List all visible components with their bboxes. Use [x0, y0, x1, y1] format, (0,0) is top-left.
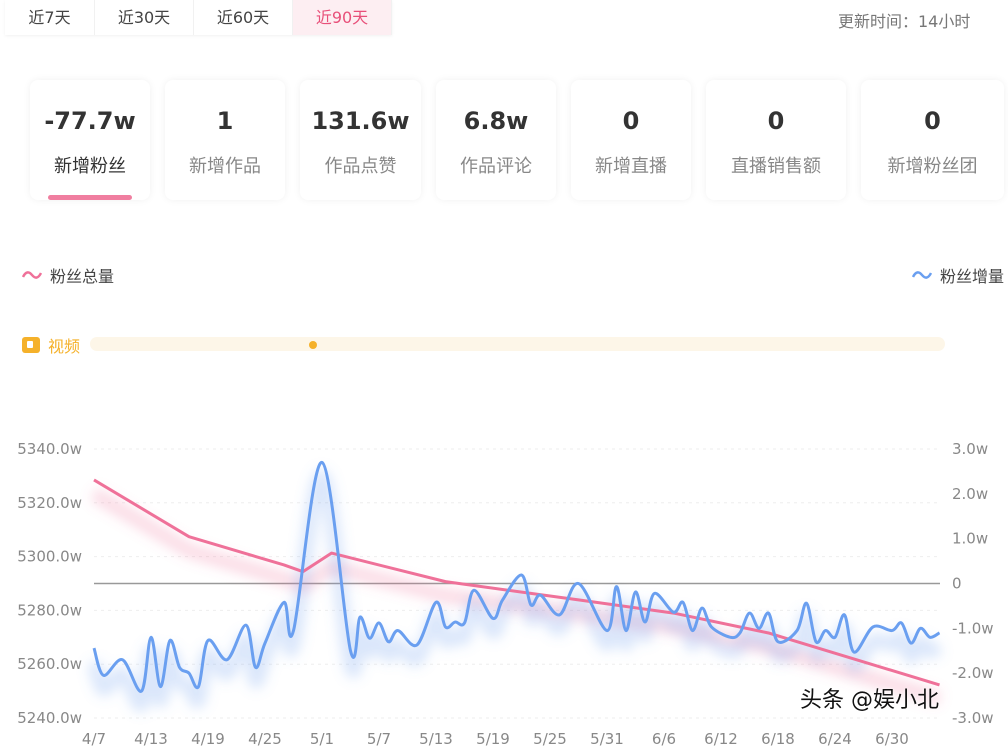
y-right-tick: 0	[952, 575, 962, 593]
card-value: 1	[216, 107, 234, 135]
active-underline	[48, 195, 132, 200]
watermark: 头条 @娱小北	[800, 688, 939, 713]
video-label: 视频	[48, 337, 81, 356]
date-range-tabs: 近7天 近30天 近60天 近90天	[5, 0, 392, 35]
x-tick: 6/30	[875, 730, 909, 748]
card-value: 0	[622, 107, 640, 135]
fans-total-line	[93, 478, 940, 687]
y-right-tick: 3.0w	[952, 440, 988, 458]
card-new-works[interactable]: 1 新增作品	[165, 80, 285, 200]
y-right-tick: 1.0w	[952, 530, 988, 548]
x-tick: 5/7	[367, 730, 391, 748]
card-label: 新增粉丝团	[887, 156, 978, 177]
video-icon	[22, 337, 40, 353]
card-value: -77.7w	[44, 107, 136, 135]
x-tick: 5/13	[419, 730, 453, 748]
video-timeline	[90, 337, 945, 351]
x-tick: 4/19	[191, 730, 225, 748]
y-right-tick: -2.0w	[952, 664, 994, 682]
card-label: 新增作品	[189, 156, 261, 177]
card-label: 作品点赞	[324, 156, 397, 177]
card-new-fans[interactable]: -77.7w 新增粉丝	[30, 80, 150, 200]
card-label: 直播销售额	[731, 156, 821, 177]
y-right-tick: -1.0w	[952, 619, 994, 637]
x-tick: 5/1	[310, 730, 334, 748]
video-row-label: 视频	[22, 333, 80, 357]
card-value: 6.8w	[463, 107, 529, 135]
tab-90-days[interactable]: 近90天	[293, 0, 392, 35]
card-value: 131.6w	[311, 107, 410, 135]
x-tick: 5/31	[590, 730, 624, 748]
legend-total-label: 粉丝总量	[50, 267, 115, 286]
legend-total[interactable]: 粉丝总量	[22, 263, 114, 287]
x-tick: 6/6	[652, 730, 676, 748]
y-right-tick: -3.0w	[952, 709, 994, 727]
y-left-tick: 5300.0w	[17, 548, 82, 566]
y-left-tick: 5320.0w	[17, 494, 82, 512]
legend-increment[interactable]: 粉丝增量	[912, 263, 1004, 287]
y-left-tick: 5240.0w	[17, 709, 82, 727]
y-left-tick: 5280.0w	[17, 601, 82, 619]
card-value: 0	[924, 107, 941, 135]
tab-60-days[interactable]: 近60天	[194, 0, 293, 35]
legend-increment-label: 粉丝增量	[940, 267, 1005, 286]
x-tick: 4/7	[82, 730, 106, 748]
x-tick: 6/12	[704, 730, 738, 748]
x-tick: 4/13	[134, 730, 168, 748]
x-tick: 6/24	[818, 730, 852, 748]
card-live-sales[interactable]: 0 直播销售额	[706, 80, 846, 200]
x-tick: 5/25	[533, 730, 567, 748]
card-new-live[interactable]: 0 新增直播	[571, 80, 691, 200]
card-new-fan-club[interactable]: 0 新增粉丝团	[861, 80, 1004, 200]
card-label: 新增直播	[595, 156, 667, 177]
y-left-tick: 5260.0w	[17, 655, 82, 673]
series-glow	[90, 487, 942, 706]
x-tick: 4/25	[248, 730, 282, 748]
update-time: 更新时间：14小时	[838, 12, 971, 31]
video-marker[interactable]	[308, 341, 317, 349]
series-glow	[87, 469, 944, 713]
card-value: 0	[767, 107, 785, 135]
card-likes[interactable]: 131.6w 作品点赞	[300, 80, 421, 200]
fans-increment-line	[92, 460, 941, 693]
x-tick: 5/19	[476, 730, 510, 748]
wave-icon	[22, 271, 42, 279]
card-comments[interactable]: 6.8w 作品评论	[436, 80, 556, 200]
tab-30-days[interactable]: 近30天	[95, 0, 194, 35]
tab-7-days[interactable]: 近7天	[5, 0, 95, 35]
wave-icon	[912, 271, 932, 279]
x-tick: 6/18	[761, 730, 795, 748]
y-right-tick: 2.0w	[952, 485, 988, 503]
card-label: 作品评论	[460, 156, 532, 177]
y-left-tick: 5340.0w	[17, 440, 82, 458]
card-label: 新增粉丝	[54, 156, 126, 177]
